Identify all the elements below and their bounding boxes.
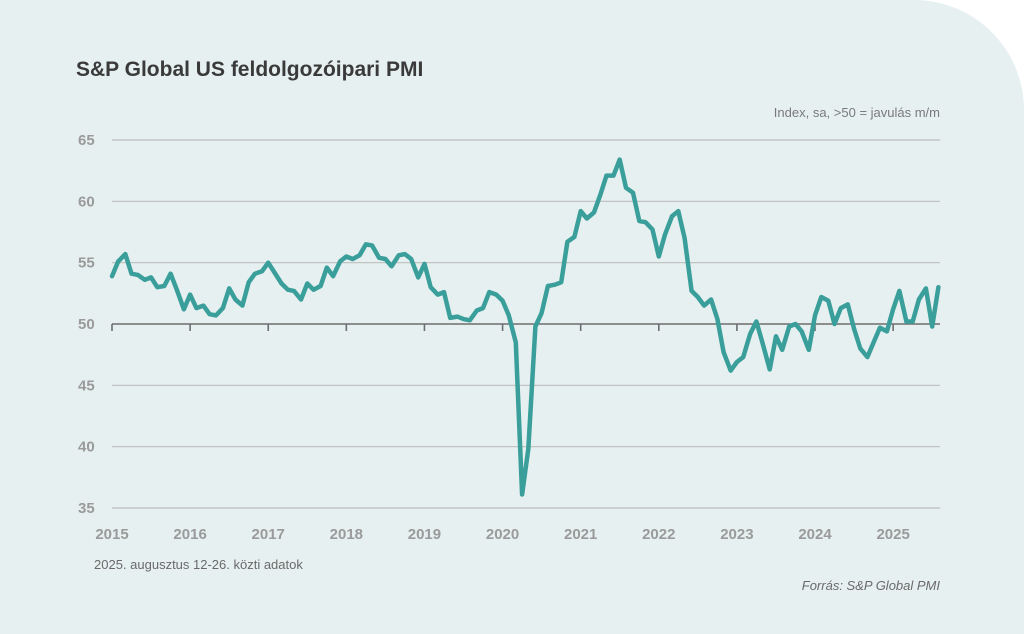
x-tick-label: 2018 xyxy=(330,526,363,543)
data-note: 2025. augusztus 12-26. közti adatok xyxy=(94,557,303,572)
x-tick-label: 2015 xyxy=(95,526,128,543)
x-axis-ticks: 2015 2016 2017 2018 2019 2020 2021 2022 2023 2024… xyxy=(95,526,910,543)
y-tick-label: 40 xyxy=(78,439,95,456)
chart-title: S&P Global US feldolgozóipari PMI xyxy=(76,58,424,81)
source-note: Forrás: S&P Global PMI xyxy=(801,578,940,593)
x-tick-label: 2019 xyxy=(408,526,441,543)
y-tick-label: 60 xyxy=(78,193,95,210)
x-tick-label: 2016 xyxy=(173,526,206,543)
series-line-0 xyxy=(109,157,941,497)
unit-label: Index, sa, >50 = javulás m/m xyxy=(773,105,940,120)
x-tick-label: 2021 xyxy=(564,526,597,543)
y-axis-ticks: 35 40 45 50 55 60 65 xyxy=(78,132,95,517)
y-tick-label: 55 xyxy=(78,255,95,272)
y-tick-label: 65 xyxy=(78,132,95,149)
series-group xyxy=(109,157,941,497)
x-tick-label: 2022 xyxy=(642,526,675,543)
y-tick-label: 45 xyxy=(78,377,95,394)
x-tick-label: 2025 xyxy=(876,526,909,543)
x-tick-label: 2017 xyxy=(252,526,285,543)
x-tick-label: 2020 xyxy=(486,526,519,543)
x-tick-label: 2024 xyxy=(798,526,832,543)
y-tick-label: 35 xyxy=(78,500,95,517)
x-tick-label: 2023 xyxy=(720,526,753,543)
y-tick-label: 50 xyxy=(78,316,95,333)
